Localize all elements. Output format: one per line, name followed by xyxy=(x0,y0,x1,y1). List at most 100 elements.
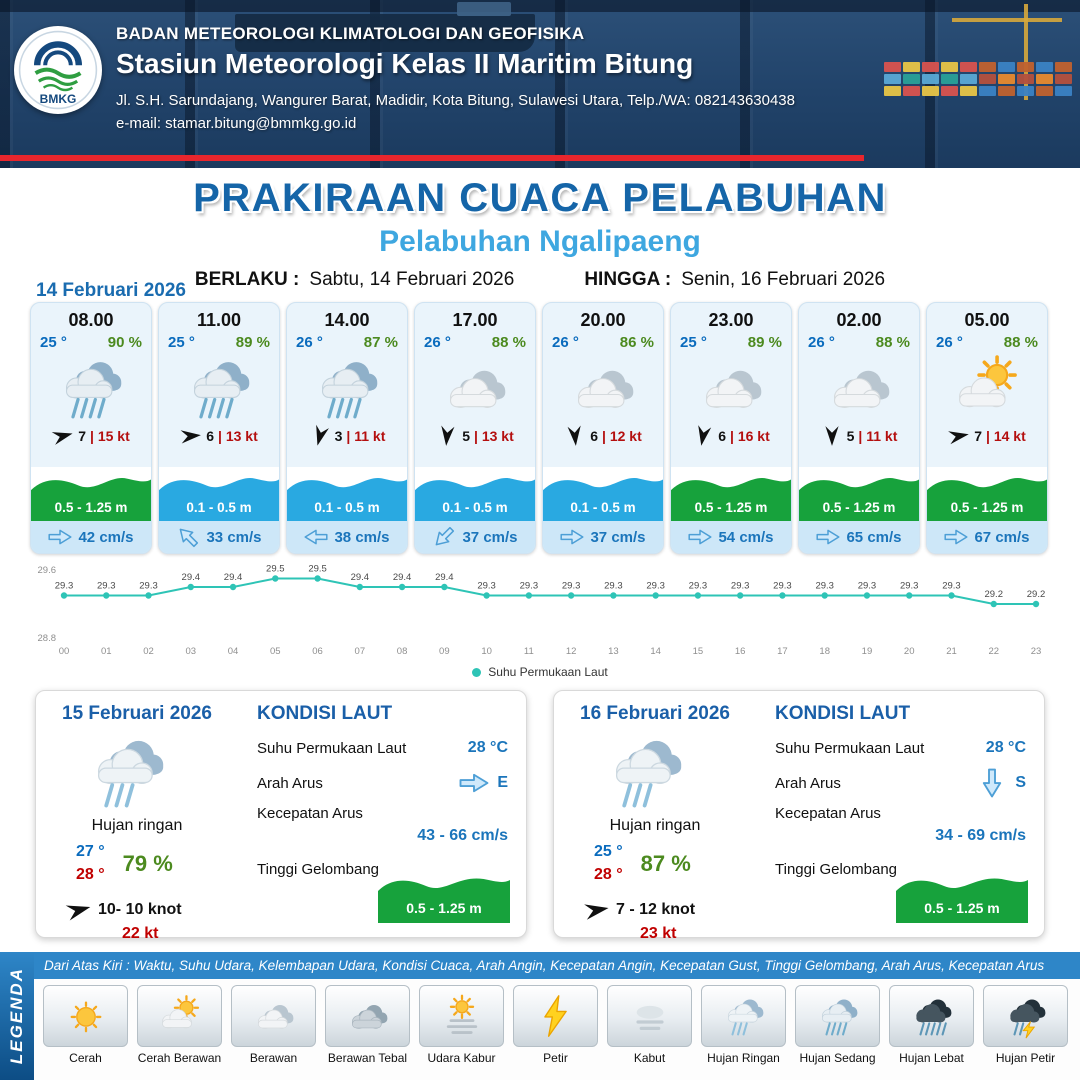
container-decor xyxy=(903,74,920,84)
cerah-berawan-icon xyxy=(161,995,199,1029)
container-decor xyxy=(1036,74,1053,84)
wave-height-row: Tinggi Gelombang xyxy=(775,861,1026,878)
current-direction-icon xyxy=(459,773,489,793)
cerah-icon xyxy=(70,1001,101,1033)
valid-from: BERLAKU : Sabtu, 14 Februari 2026 xyxy=(195,269,514,291)
wind-speed: 3 xyxy=(334,428,343,444)
validity-row: BERLAKU : Sabtu, 14 Februari 2026 HINGGA … xyxy=(0,269,1080,291)
forecast-card: 23.00 25 ° 89 % 6 | 16 kt 0.5 - 1.25 m 5… xyxy=(670,302,792,554)
svg-text:14: 14 xyxy=(650,646,661,656)
sea-conditions-title: KONDISI LAUT xyxy=(257,703,393,724)
wind-direction-icon xyxy=(441,425,455,446)
humidity: 88 % xyxy=(491,334,526,351)
wind-row: 5 | 13 kt xyxy=(436,425,514,447)
bmkg-logo-text: BMKG xyxy=(40,92,77,106)
hujan-sedang-icon xyxy=(321,362,378,419)
current-direction-icon xyxy=(180,528,199,548)
valid-from-label: BERLAKU : xyxy=(194,269,300,290)
daily-weather-column: 15 Februari 2026 Hujan ringan 27 ° 28 ° … xyxy=(52,703,257,942)
station-name: Stasiun Meteorologi Kelas II Maritim Bit… xyxy=(116,48,694,79)
forecast-date-label: 14 Februari 2026 xyxy=(36,280,186,301)
svg-text:18: 18 xyxy=(819,646,830,656)
current-direction-icon xyxy=(983,768,1002,798)
wave-height-band: 0.5 - 1.25 m xyxy=(671,467,791,521)
legend-items: Cerah Cerah Berawan Berawan Berawan Teba… xyxy=(34,979,1080,1080)
svg-text:04: 04 xyxy=(228,646,239,656)
svg-text:29.5: 29.5 xyxy=(266,564,285,575)
wave-height-value: 0.5 - 1.25 m xyxy=(694,500,768,515)
container-decor xyxy=(1055,86,1072,96)
current-speed-label: Kecepatan Arus xyxy=(775,805,881,822)
humidity: 87 % xyxy=(363,334,398,351)
wave-height-value: 0.5 - 1.25 m xyxy=(406,900,482,916)
hujan-sedang-icon xyxy=(65,362,122,419)
wave-height-band: 0.1 - 0.5 m xyxy=(287,467,407,521)
current-direction-value: S xyxy=(1015,774,1026,791)
chart-legend-label: Suhu Permukaan Laut xyxy=(488,665,608,679)
svg-text:29.4: 29.4 xyxy=(351,572,370,583)
legend-icon-box xyxy=(419,985,504,1047)
legend-icon-box xyxy=(43,985,128,1047)
wave-height-value: 0.5 - 1.25 m xyxy=(950,500,1024,515)
sea-conditions-column: KONDISI LAUT Suhu Permukaan Laut 28 °C A… xyxy=(775,703,1028,925)
sst-chart-wrap: 29.6 28.8 29.3 00 29.3 01 29.3 02 29.4 03 29.4 04 29… xyxy=(30,556,1050,680)
svg-text:07: 07 xyxy=(355,646,366,656)
container-decor xyxy=(941,74,958,84)
wind-direction-icon xyxy=(180,430,202,444)
legend-icon-box xyxy=(795,985,880,1047)
current-speed: 33 cm/s xyxy=(206,528,262,546)
legend-item: Hujan Lebat xyxy=(888,985,975,1080)
container-decor xyxy=(941,62,958,72)
container-decor xyxy=(979,62,996,72)
current-speed: 37 cm/s xyxy=(590,528,646,546)
weather-icon xyxy=(80,729,175,814)
current-row: 42 cm/s xyxy=(31,521,151,553)
sea-conditions-title: KONDISI LAUT xyxy=(775,703,911,724)
humidity: 79 % xyxy=(122,850,173,876)
forecast-card: 05.00 26 ° 88 % 7 | 14 kt 0.5 - 1.25 m 6… xyxy=(926,302,1048,554)
wind-speed: 6 xyxy=(718,428,727,444)
legend-item-label: Cerah Berawan xyxy=(137,1051,222,1065)
legend-item-label: Berawan xyxy=(249,1051,298,1065)
wave-height-label: Tinggi Gelombang xyxy=(257,861,380,878)
hujan-ringan-icon xyxy=(97,740,164,808)
svg-text:29.2: 29.2 xyxy=(1027,589,1046,600)
svg-text:28.8: 28.8 xyxy=(38,633,57,644)
wind-direction-icon xyxy=(51,432,73,445)
svg-text:29.3: 29.3 xyxy=(858,581,877,592)
svg-text:29.6: 29.6 xyxy=(38,565,57,576)
hujan-sedang-icon xyxy=(821,999,857,1036)
forecast-time: 02.00 xyxy=(836,310,882,330)
petir-icon xyxy=(543,995,567,1037)
current-direction-label: Arah Arus xyxy=(775,774,841,792)
agency-name: BADAN METEOROLOGI KLIMATOLOGI DAN GEOFIS… xyxy=(116,24,585,43)
legend-item-label: Kabut xyxy=(633,1051,666,1065)
station-email: e-mail: stamar.bitung@bmmkg.go.id xyxy=(116,115,357,132)
svg-text:16: 16 xyxy=(735,646,746,656)
wind-row: 6 | 12 kt xyxy=(564,425,642,447)
current-row: 38 cm/s xyxy=(287,521,407,553)
air-temperature: 26 ° xyxy=(552,334,579,351)
wave-icon xyxy=(415,478,535,521)
svg-text:29.3: 29.3 xyxy=(942,581,961,592)
svg-text:29.2: 29.2 xyxy=(984,589,1003,600)
wind-gust: | 16 kt xyxy=(730,428,770,444)
wave-height-badge: 0.5 - 1.25 m xyxy=(378,867,510,923)
legend-tab-label: LEGENDA xyxy=(7,967,26,1065)
svg-text:29.3: 29.3 xyxy=(604,581,623,592)
temp-min: 27 ° xyxy=(76,843,105,860)
sea-conditions-column: KONDISI LAUT Suhu Permukaan Laut 28 °C A… xyxy=(257,703,510,925)
current-row: 54 cm/s xyxy=(671,521,791,553)
legend-item-label: Hujan Ringan xyxy=(707,1051,780,1065)
condition-label: Hujan ringan xyxy=(609,817,701,834)
wave-icon xyxy=(159,478,279,521)
container-decor xyxy=(960,74,977,84)
container-decor xyxy=(1017,62,1034,72)
temp-max: 28 ° xyxy=(594,866,623,883)
legend-item: Hujan Petir xyxy=(982,985,1069,1080)
temp-max: 28 ° xyxy=(76,866,105,883)
legend-icon-box xyxy=(889,985,974,1047)
svg-text:23: 23 xyxy=(1031,646,1042,656)
svg-text:21: 21 xyxy=(946,646,957,656)
